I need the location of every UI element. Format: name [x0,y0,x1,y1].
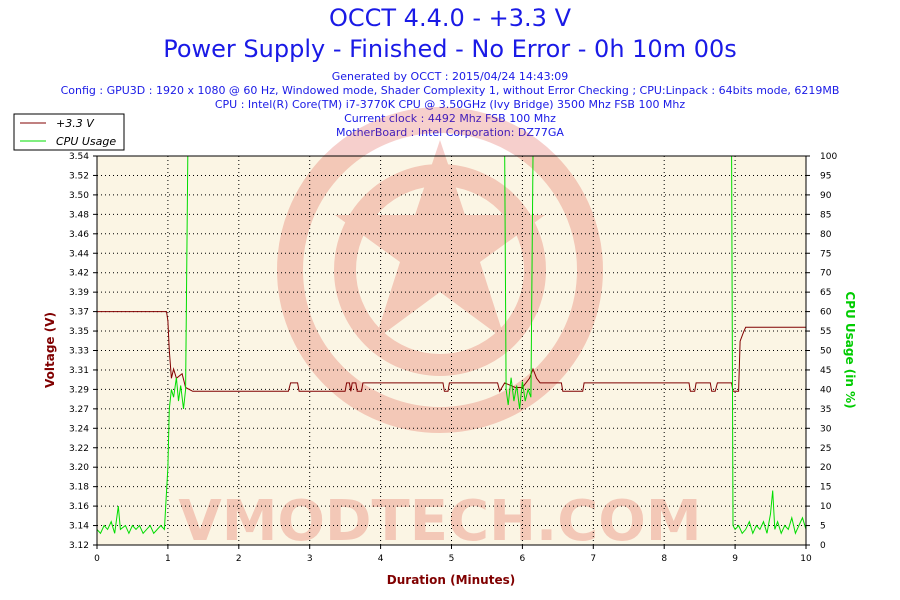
y-right-tick-label: 10 [820,502,832,512]
y-right-tick-label: 25 [820,444,831,454]
x-tick-label: 9 [732,554,738,564]
info-generated: Generated by OCCT : 2015/04/24 14:43:09 [331,70,569,83]
y-right-tick-label: 85 [820,210,831,220]
x-tick-label: 7 [590,554,596,564]
y-left-tick-label: 3.24 [69,424,89,434]
y-left-tick-label: 3.20 [69,463,89,473]
x-tick-label: 3 [307,554,313,564]
y-right-tick-label: 40 [820,385,832,395]
y-left-tick-label: 3.50 [69,191,89,201]
y-axis-left-label: Voltage (V) [43,312,57,388]
watermark: VMODTECH.COM [178,107,702,554]
y-left-tick-label: 3.52 [69,171,89,181]
y-right-tick-label: 90 [820,191,832,201]
y-left-tick-label: 3.54 [69,152,89,162]
y-right-tick-label: 60 [820,308,832,318]
series-line-cpu-usage [96,155,807,535]
y-right-tick-label: 70 [820,269,832,279]
y-left-tick-label: 3.42 [69,269,89,279]
y-left-tick-label: 3.33 [69,347,89,357]
y-left-tick-label: 3.44 [69,249,89,259]
series-layer [96,155,807,535]
x-tick-label: 6 [520,554,526,564]
series-line-voltage [97,311,806,393]
y-right-tick-label: 0 [820,541,826,551]
y-right-tick-label: 20 [820,463,832,473]
y-left-tick-label: 3.27 [69,405,89,415]
y-right-tick-label: 95 [820,171,831,181]
y-right-tick-label: 55 [820,327,831,337]
y-left-tick-label: 3.37 [69,308,89,318]
legend-box [13,113,125,151]
y-axis-right-label: CPU Usage (in %) [843,291,857,408]
y-left-tick-label: 3.31 [69,366,89,376]
y-left-tick-label: 3.29 [69,385,89,395]
x-tick-label: 1 [165,554,171,564]
y-right-tick-label: 100 [820,152,837,162]
chart-title: OCCT 4.4.0 - +3.3 V [328,4,571,32]
y-left-tick-label: 3.16 [69,502,89,512]
y-left-tick-label: 3.48 [69,210,89,220]
y-right-tick-label: 15 [820,483,831,493]
info-config: Config : GPU3D : 1920 x 1080 @ 60 Hz, Wi… [60,84,840,97]
y-left-tick-label: 3.12 [69,541,89,551]
legend-label-cpu: CPU Usage [56,135,116,148]
y-left-tick-label: 3.22 [69,444,89,454]
y-left-tick-label: 3.14 [69,522,89,532]
y-right-tick-label: 75 [820,249,831,259]
x-tick-label: 0 [94,554,100,564]
y-left-tick-label: 3.18 [69,483,89,493]
y-right-tick-label: 35 [820,405,831,415]
y-right-tick-label: 45 [820,366,831,376]
info-cpu: CPU : Intel(R) Core(TM) i7-3770K CPU @ 3… [214,98,686,111]
x-axis-label: Duration (Minutes) [387,573,515,587]
info-motherboard: MotherBoard : Intel Corporation: DZ77GA [336,126,564,139]
y-right-tick-label: 80 [820,230,832,240]
y-left-tick-label: 3.39 [69,288,89,298]
x-tick-label: 5 [449,554,455,564]
legend-label-voltage: +3.3 V [56,117,95,130]
x-tick-label: 2 [236,554,242,564]
y-left-tick-label: 3.46 [69,230,89,240]
y-left-tick-label: 3.35 [69,327,89,337]
y-right-tick-label: 30 [820,424,832,434]
y-right-tick-label: 5 [820,522,826,532]
x-tick-label: 8 [661,554,667,564]
chart-subtitle: Power Supply - Finished - No Error - 0h … [163,35,737,63]
axis-ticks: 0 1 2 3 4 5 6 7 8 9 103.123.143.163.183.203.223.24… [69,152,837,564]
legend: +3.3 V CPU Usage [13,113,125,151]
y-right-tick-label: 50 [820,347,832,357]
y-right-tick-label: 65 [820,288,831,298]
grid [97,156,806,545]
watermark-text: VMODTECH.COM [178,489,701,554]
x-tick-label: 4 [378,554,384,564]
info-clock: Current clock : 4492 Mhz FSB 100 Mhz [344,112,556,125]
x-tick-label: 10 [800,554,812,564]
